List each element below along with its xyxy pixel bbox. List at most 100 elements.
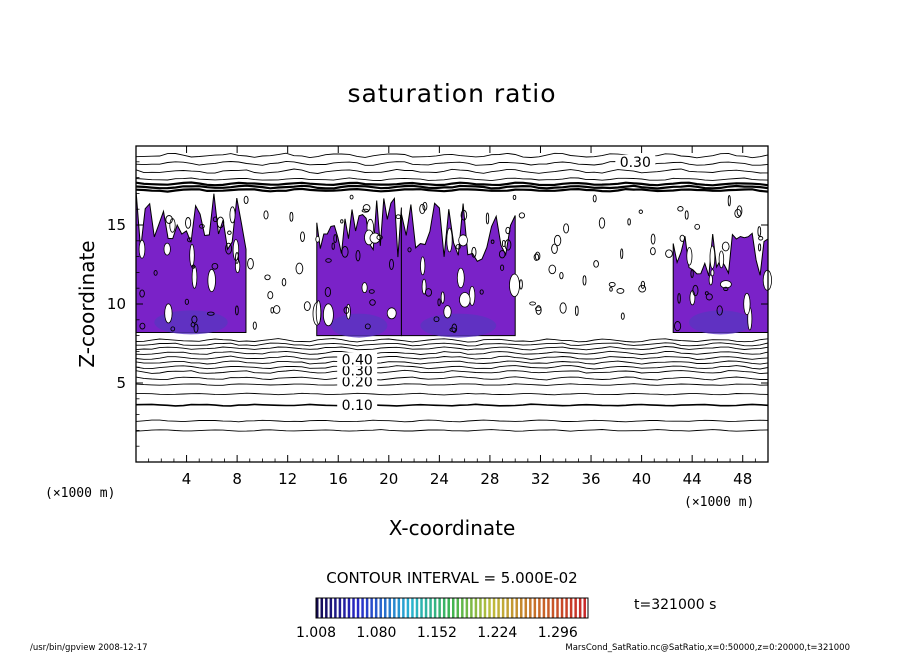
contour-blob — [677, 292, 681, 304]
shading-gap — [689, 290, 696, 306]
colorbar-strip — [452, 598, 455, 618]
contour-blob — [592, 194, 597, 203]
colorbar-strip — [325, 598, 328, 618]
colorbar-strip — [483, 598, 487, 618]
colorbar-strip — [488, 598, 491, 618]
contour-line — [135, 168, 769, 174]
contour-blob — [170, 326, 176, 332]
contour-blob — [736, 205, 743, 217]
colorbar-strip — [429, 598, 432, 618]
colorbar-strip — [510, 598, 514, 618]
colorbar-strip — [388, 598, 392, 618]
contour-blob — [324, 286, 332, 298]
colorbar-strip — [461, 598, 464, 618]
shading-gap — [709, 245, 716, 269]
shading-gap — [138, 239, 146, 259]
colorbar-tick-label: 1.224 — [477, 625, 517, 641]
contour-interval-label: CONTOUR INTERVAL = 5.000E-02 — [326, 569, 577, 587]
contour-blob — [679, 234, 686, 242]
contour-blob — [593, 260, 599, 268]
chart-title: saturation ratio — [347, 79, 556, 108]
colorbar-strip — [365, 598, 369, 618]
shading-gap — [458, 234, 468, 247]
contour-blob — [534, 251, 541, 261]
colorbar-strip — [551, 598, 555, 618]
colorbar-strip — [556, 598, 559, 618]
colorbar-strip — [560, 598, 564, 618]
contour-blob — [705, 293, 713, 301]
contour-blob — [165, 215, 173, 224]
contour-line — [135, 419, 769, 423]
colorbar-strip — [569, 598, 573, 618]
contour-blob — [559, 302, 567, 314]
shading-gap — [459, 292, 471, 308]
footer-right: MarsCond_SatRatio.nc@SatRatio,x=0:50000,… — [565, 643, 850, 653]
contour-blob — [598, 217, 606, 229]
contour-blob — [650, 233, 656, 245]
plot-area: 0.100.200.300.400.30 — [135, 145, 773, 463]
contour-blob — [247, 257, 254, 270]
contour-blob — [264, 274, 271, 281]
contour-blob — [716, 305, 723, 316]
contour-blob — [638, 284, 647, 293]
shading-gap — [189, 243, 195, 268]
shading-gap — [322, 303, 334, 327]
contour-blob — [206, 311, 215, 316]
x-axis-ticks: 4 8 12 16 20 24 28 32 36 40 44 48 — [148, 146, 756, 488]
contour-blob — [341, 245, 349, 258]
colorbar-strip — [420, 598, 423, 618]
x-axis-unit-left: (×1000 m) — [45, 486, 115, 501]
contour-blob — [263, 210, 269, 220]
y-tick-label: 15 — [107, 216, 126, 234]
x-tick-label: 32 — [531, 470, 550, 488]
contour-blob — [512, 194, 517, 200]
contour-value-label: 0.40 — [342, 352, 373, 368]
contour-blob — [193, 323, 199, 333]
colorbar-strip — [393, 598, 396, 618]
shading-gap — [361, 282, 368, 294]
contour-line — [135, 152, 769, 159]
contour-blob — [225, 242, 233, 255]
contour-line — [135, 355, 769, 360]
contour-blob — [563, 223, 570, 234]
contour-blob — [650, 247, 656, 256]
contour-value-label: 0.20 — [342, 374, 373, 390]
contour-blob — [187, 237, 192, 243]
x-axis-label: X-coordinate — [389, 516, 516, 540]
colorbar-strip — [438, 598, 441, 618]
shaded-region-core — [154, 310, 228, 335]
contour-line — [135, 184, 769, 190]
contour-blob — [505, 226, 511, 235]
shading-gap — [440, 291, 445, 304]
contour-blob — [620, 312, 625, 320]
contour-blob — [243, 195, 249, 205]
colorbar-strip — [515, 598, 518, 618]
contour-blob — [437, 298, 441, 307]
contour-label-background — [337, 374, 378, 389]
shading-gap — [456, 267, 465, 289]
contour-label-background — [615, 154, 656, 169]
colorbar-strip — [547, 598, 550, 618]
colorbar-strip — [334, 598, 337, 618]
contour-blob — [608, 281, 616, 288]
colorbar-strip — [447, 598, 450, 618]
shaded-region — [316, 196, 402, 337]
x-tick-label: 4 — [182, 470, 192, 488]
x-tick-label: 36 — [581, 470, 600, 488]
colorbar-strip — [542, 598, 546, 618]
colorbar-strip — [370, 598, 373, 618]
colorbar-tick-label: 1.152 — [417, 625, 457, 641]
contour-blob — [692, 284, 699, 297]
colorbar-strip — [343, 598, 346, 618]
y-tick-label: 5 — [116, 374, 126, 392]
contour-blob — [535, 305, 542, 315]
footer-left: /usr/bin/gpview 2008-12-17 — [30, 643, 148, 653]
contour-blob — [364, 323, 371, 330]
x-tick-label: 24 — [430, 470, 449, 488]
x-tick-label: 40 — [632, 470, 651, 488]
shaded-region-core — [420, 313, 497, 338]
contour-value-label: 0.30 — [342, 363, 373, 379]
contour-blob — [518, 212, 526, 219]
contour-blob — [289, 211, 294, 222]
contour-blob — [273, 305, 281, 314]
